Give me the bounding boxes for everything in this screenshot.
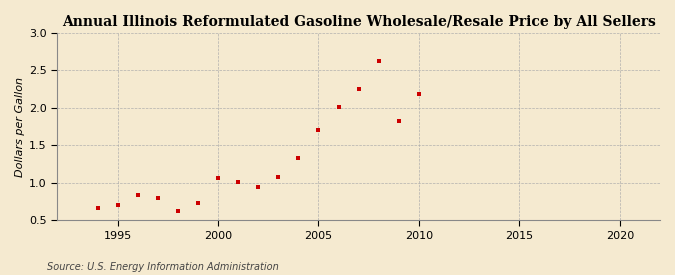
Point xyxy=(153,196,163,200)
Point xyxy=(132,193,143,197)
Title: Annual Illinois Reformulated Gasoline Wholesale/Resale Price by All Sellers: Annual Illinois Reformulated Gasoline Wh… xyxy=(61,15,655,29)
Point xyxy=(333,105,344,109)
Point xyxy=(112,202,123,207)
Y-axis label: Dollars per Gallon: Dollars per Gallon xyxy=(15,77,25,177)
Point xyxy=(394,119,404,123)
Point xyxy=(92,205,103,210)
Point xyxy=(353,87,364,91)
Point xyxy=(313,128,324,133)
Point xyxy=(173,208,184,213)
Point xyxy=(253,185,264,189)
Point xyxy=(192,201,203,205)
Point xyxy=(293,156,304,160)
Point xyxy=(414,92,425,97)
Point xyxy=(273,175,284,179)
Point xyxy=(373,59,384,64)
Point xyxy=(213,176,223,181)
Point xyxy=(233,180,244,184)
Text: Source: U.S. Energy Information Administration: Source: U.S. Energy Information Administ… xyxy=(47,262,279,272)
